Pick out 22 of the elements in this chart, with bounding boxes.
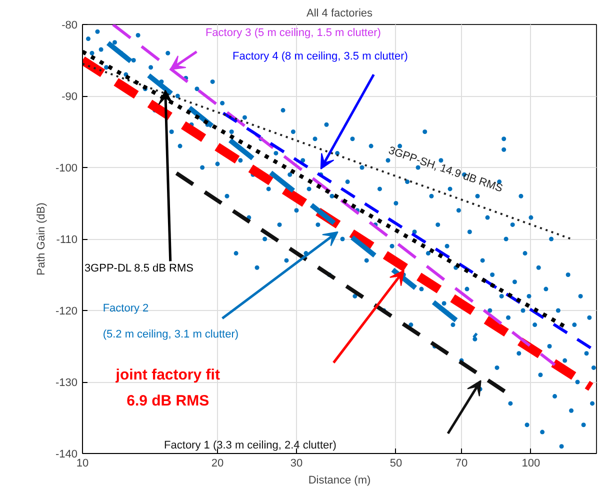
y-tick-label: -130 bbox=[55, 377, 78, 389]
text: Factory 1 (3.3 m ceiling, 2.4 clutter) bbox=[164, 440, 336, 452]
x-tick-label: 70 bbox=[455, 458, 468, 470]
x-tick-label: 50 bbox=[390, 458, 402, 470]
text: Factory 2 (5.2 m ceiling, 3.1 m clutter) bbox=[102, 302, 239, 340]
y-tick-label: -120 bbox=[55, 306, 78, 318]
chart-title: All 4 factories bbox=[306, 8, 374, 20]
y-tick-label: -110 bbox=[56, 234, 78, 246]
x-tick-label: 30 bbox=[290, 458, 303, 470]
y-tick-label: -140 bbox=[55, 448, 78, 460]
y-axis-title: Path Gain (dB) bbox=[35, 202, 48, 276]
y-tick-label: -100 bbox=[55, 162, 78, 174]
text: 3GPP-DL 8.5 dB RMS bbox=[84, 262, 194, 274]
x-tick-label: 20 bbox=[211, 458, 224, 470]
text: Factory 4 (8 m ceiling, 3.5 m clutter) bbox=[232, 50, 408, 63]
text: joint factory fit 6.9 dB RMS bbox=[114, 366, 220, 410]
y-tick-label: -90 bbox=[62, 91, 78, 103]
x-axis-title: Distance (m) bbox=[308, 474, 371, 486]
x-tick-label: 10 bbox=[76, 458, 89, 470]
text: Factory 3 (5 m ceiling, 1.5 m clutter) bbox=[205, 27, 381, 40]
x-tick-label: 100 bbox=[522, 458, 540, 470]
y-tick-label: -80 bbox=[62, 20, 78, 32]
